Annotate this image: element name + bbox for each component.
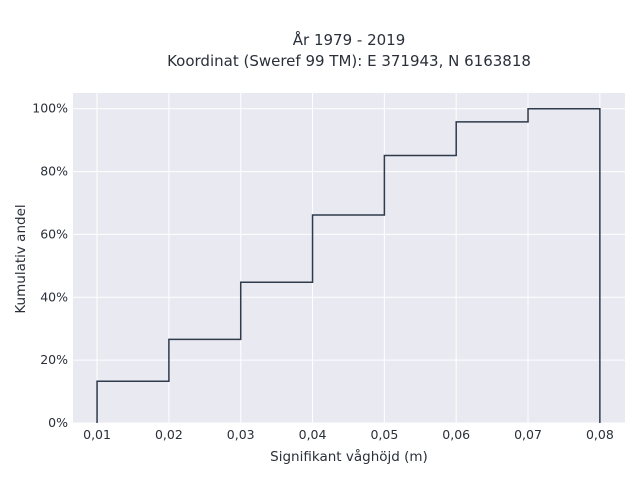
x-tick-label: 0,01 [83,427,111,442]
chart-title-line2: Koordinat (Sweref 99 TM): E 371943, N 61… [167,52,531,70]
x-tick-label: 0,06 [442,427,470,442]
x-tick-label: 0,07 [514,427,542,442]
y-tick-label: 20% [40,352,68,367]
y-tick-label: 60% [40,226,68,241]
plot-area [73,93,625,423]
y-tick-label: 100% [32,101,68,116]
x-tick-label: 0,08 [586,427,614,442]
y-tick-label: 40% [40,289,68,304]
x-tick-label: 0,04 [299,427,327,442]
series-group [96,107,601,423]
series-line-0 [96,107,601,423]
x-tick-label: 0,05 [370,427,398,442]
y-tick-label: 0% [48,415,68,430]
chart-title-line1: År 1979 - 2019 [293,30,406,49]
y-tick-labels: 0% 20% 40% 60% 80% 100% [32,101,68,430]
y-axis-label: Kumulativ andel [13,204,29,313]
x-tick-labels: 0,01 0,02 0,03 0,04 0,05 0,06 0,07 0,08 [83,427,614,442]
x-axis-label: Signifikant våghöjd (m) [270,448,428,465]
y-tick-label: 80% [40,164,68,179]
x-tick-label: 0,03 [227,427,255,442]
x-tick-label: 0,02 [155,427,183,442]
